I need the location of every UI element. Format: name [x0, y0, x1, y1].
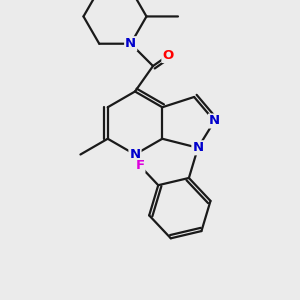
Text: F: F — [135, 159, 144, 172]
Text: N: N — [129, 148, 141, 161]
Text: O: O — [162, 49, 174, 62]
Text: N: N — [125, 37, 136, 50]
Text: N: N — [192, 141, 203, 154]
Text: N: N — [209, 115, 220, 128]
